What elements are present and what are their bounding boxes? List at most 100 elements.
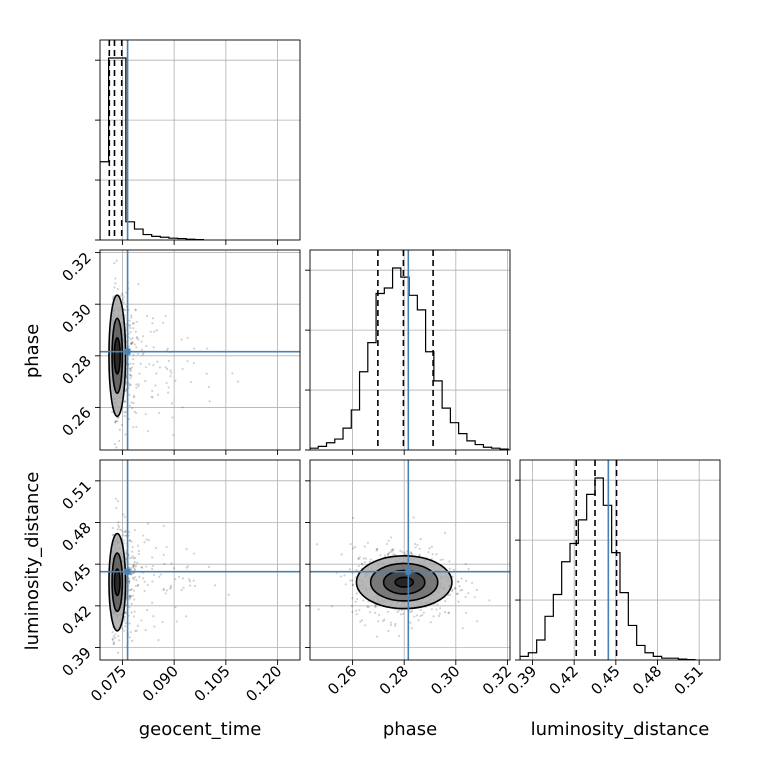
scatter-point xyxy=(133,410,136,413)
x-tick-label-geocent_time: 0.075 xyxy=(87,662,130,705)
scatter-point xyxy=(128,319,131,322)
scatter-point xyxy=(150,395,153,398)
scatter-point xyxy=(144,413,147,416)
scatter-point xyxy=(410,552,413,555)
scatter-point xyxy=(461,627,464,630)
scatter-point xyxy=(162,588,165,592)
scatter-point xyxy=(143,589,146,593)
scatter-point xyxy=(412,516,415,519)
scatter-point xyxy=(153,330,156,333)
scatter-point xyxy=(162,587,165,591)
scatter-point xyxy=(142,577,145,580)
scatter-point xyxy=(128,636,131,639)
scatter-point xyxy=(135,386,138,389)
scatter-point xyxy=(121,293,124,297)
scatter-point xyxy=(162,553,165,557)
scatter-point xyxy=(155,329,158,332)
scatter-point xyxy=(124,389,128,393)
scatter-point xyxy=(366,605,369,608)
xlabel-geocent-time: geocent_time xyxy=(139,719,262,740)
scatter-point xyxy=(456,580,459,583)
scatter-point xyxy=(170,402,174,405)
scatter-point xyxy=(374,611,377,614)
scatter-point xyxy=(399,613,403,616)
scatter-point xyxy=(140,348,143,351)
scatter-point xyxy=(437,614,441,618)
scatter-point xyxy=(331,605,334,608)
scatter-point xyxy=(131,366,134,369)
scatter-point xyxy=(129,383,132,386)
scatter-point xyxy=(467,567,470,571)
scatter-point xyxy=(417,618,420,622)
scatter-point xyxy=(158,575,161,578)
scatter-point xyxy=(125,551,128,554)
scatter-point xyxy=(399,549,402,552)
scatter-point xyxy=(448,560,451,563)
panel-frame xyxy=(99,459,301,661)
scatter-point xyxy=(122,301,126,304)
scatter-point xyxy=(128,589,131,592)
scatter-point xyxy=(185,615,188,618)
scatter-point xyxy=(355,568,358,572)
scatter-point xyxy=(132,426,135,429)
scatter-point xyxy=(123,620,126,623)
x-tick-label-phase: 0.26 xyxy=(324,662,360,698)
scatter-point xyxy=(151,322,154,325)
scatter-point xyxy=(128,539,131,542)
scatter-point xyxy=(476,620,479,623)
scatter-point xyxy=(114,277,117,280)
scatter-point xyxy=(137,584,140,587)
scatter-point xyxy=(128,367,131,370)
scatter-point xyxy=(152,364,155,367)
scatter-point xyxy=(444,600,447,603)
scatter-point xyxy=(128,580,131,583)
scatter-point xyxy=(135,336,138,339)
scatter-point xyxy=(131,576,135,579)
scatter-point xyxy=(144,366,148,369)
scatter-point xyxy=(167,386,170,389)
scatter-point xyxy=(460,588,464,592)
scatter-point xyxy=(124,622,127,625)
scatter-point xyxy=(129,377,132,380)
scatter-point xyxy=(188,584,192,587)
scatter-point xyxy=(120,423,123,427)
scatter-point xyxy=(124,529,127,532)
scatter-point xyxy=(136,624,139,627)
scatter-point xyxy=(132,565,135,569)
scatter-point xyxy=(414,546,417,549)
scatter-point xyxy=(152,615,155,618)
scatter-point xyxy=(430,545,434,548)
scatter-point xyxy=(112,642,115,645)
scatter-point xyxy=(146,609,149,612)
scatter-point xyxy=(171,416,174,419)
scatter-point xyxy=(386,553,389,556)
scatter-point xyxy=(129,630,132,634)
scatter-point xyxy=(123,400,127,403)
scatter-point xyxy=(193,347,196,350)
scatter-point xyxy=(182,586,185,589)
scatter-point xyxy=(146,315,149,318)
scatter-point xyxy=(129,324,132,327)
scatter-point xyxy=(135,383,138,386)
scatter-point xyxy=(419,538,422,541)
scatter-point xyxy=(114,421,117,424)
scatter-point xyxy=(145,538,148,541)
scatter-point xyxy=(117,524,120,527)
scatter-point xyxy=(236,380,240,383)
scatter-point xyxy=(113,443,117,446)
scatter-point xyxy=(169,586,173,589)
scatter-point xyxy=(129,367,133,370)
scatter-point xyxy=(378,613,381,616)
scatter-point xyxy=(122,534,125,537)
scatter-point xyxy=(128,606,131,609)
scatter-point xyxy=(135,320,138,323)
scatter-point xyxy=(151,396,154,399)
scatter-point xyxy=(421,613,424,617)
scatter-point xyxy=(137,338,140,341)
scatter-point xyxy=(450,590,454,593)
scatter-point xyxy=(475,588,478,591)
scatter-point xyxy=(152,346,155,349)
scatter-point xyxy=(146,430,150,433)
scatter-point xyxy=(130,540,133,543)
